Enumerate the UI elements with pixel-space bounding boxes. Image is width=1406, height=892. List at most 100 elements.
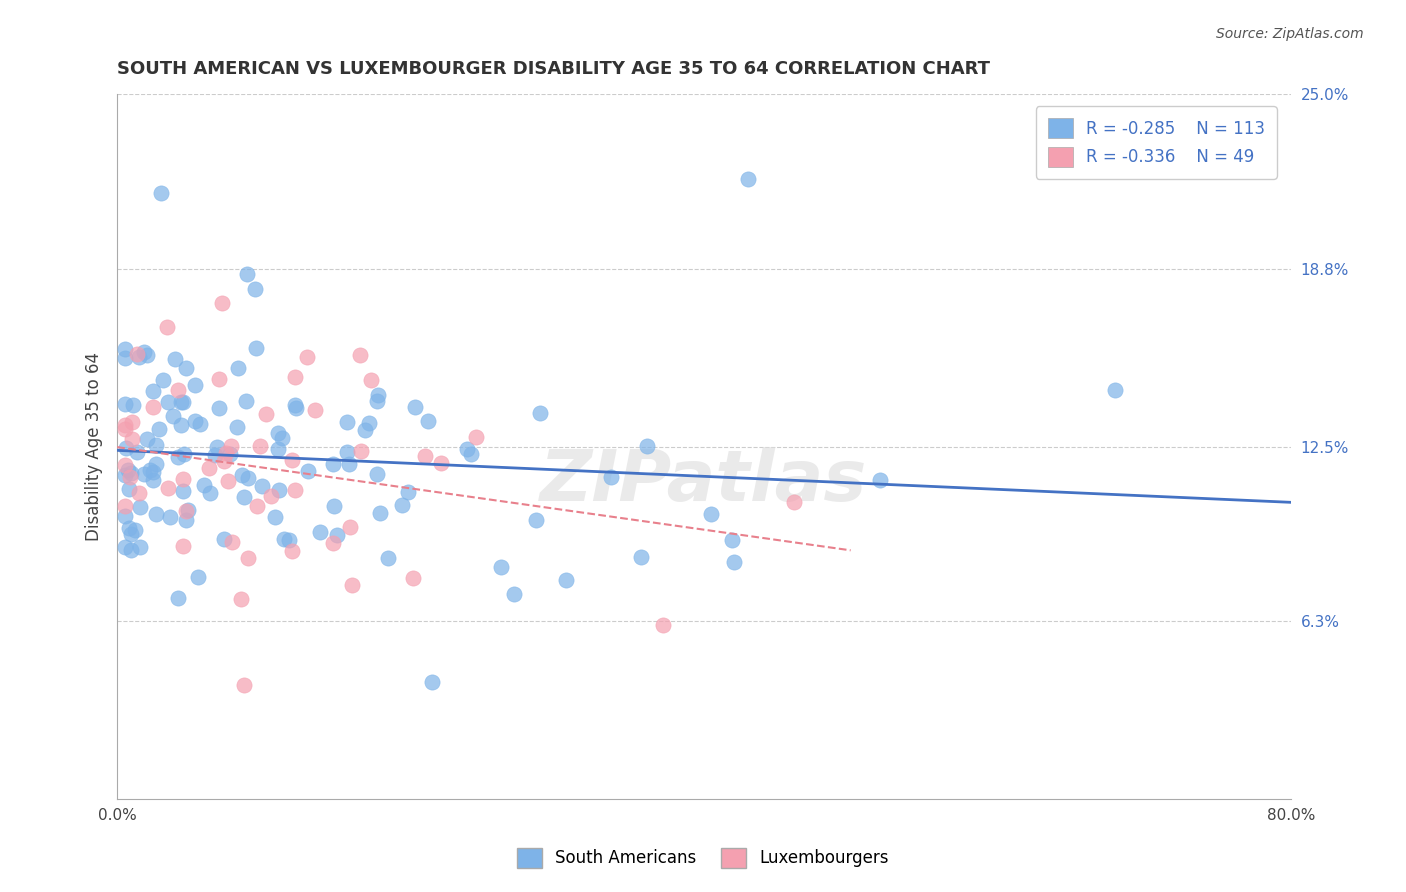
South Americans: [170, 395, 193, 409]
Luxembourgers: [360, 373, 382, 387]
Luxembourgers: [322, 536, 344, 550]
South Americans: [114, 441, 136, 455]
South Americans: [600, 469, 623, 483]
South Americans: [172, 395, 194, 409]
Luxembourgers: [214, 454, 236, 468]
Luxembourgers: [166, 383, 188, 397]
Luxembourgers: [464, 430, 486, 444]
South Americans: [630, 549, 652, 564]
Luxembourgers: [413, 449, 436, 463]
Luxembourgers: [402, 571, 425, 585]
South Americans: [145, 457, 167, 471]
South Americans: [145, 507, 167, 521]
Luxembourgers: [281, 543, 304, 558]
South Americans: [737, 172, 759, 186]
South Americans: [337, 457, 360, 471]
South Americans: [205, 440, 228, 454]
Luxembourgers: [211, 296, 233, 310]
South Americans: [323, 499, 346, 513]
South Americans: [245, 341, 267, 355]
South Americans: [266, 426, 288, 441]
Legend: South Americans, Luxembourgers: South Americans, Luxembourgers: [510, 841, 896, 875]
South Americans: [636, 439, 658, 453]
South Americans: [120, 466, 142, 480]
South Americans: [132, 467, 155, 481]
South Americans: [233, 490, 256, 504]
Luxembourgers: [349, 348, 371, 362]
South Americans: [529, 407, 551, 421]
Luxembourgers: [430, 457, 453, 471]
Luxembourgers: [281, 452, 304, 467]
Luxembourgers: [254, 408, 277, 422]
South Americans: [226, 360, 249, 375]
Luxembourgers: [214, 445, 236, 459]
Luxembourgers: [114, 458, 136, 472]
South Americans: [491, 559, 513, 574]
Luxembourgers: [172, 539, 194, 553]
South Americans: [172, 484, 194, 499]
South Americans: [114, 468, 136, 483]
Text: Source: ZipAtlas.com: Source: ZipAtlas.com: [1216, 27, 1364, 41]
Luxembourgers: [284, 483, 307, 498]
Luxembourgers: [238, 551, 260, 566]
South Americans: [188, 417, 211, 431]
South Americans: [367, 388, 389, 402]
Luxembourgers: [249, 439, 271, 453]
South Americans: [267, 483, 290, 497]
South Americans: [136, 347, 159, 361]
South Americans: [267, 442, 290, 457]
South Americans: [243, 282, 266, 296]
South Americans: [136, 432, 159, 446]
Luxembourgers: [174, 504, 197, 518]
South Americans: [297, 464, 319, 478]
South Americans: [148, 422, 170, 436]
South Americans: [555, 573, 578, 587]
South Americans: [193, 478, 215, 492]
South Americans: [218, 447, 240, 461]
South Americans: [699, 507, 721, 521]
South Americans: [322, 457, 344, 471]
South Americans: [176, 513, 198, 527]
South Americans: [118, 521, 141, 535]
South Americans: [142, 384, 165, 398]
South Americans: [114, 508, 136, 523]
South Americans: [214, 532, 236, 546]
Text: SOUTH AMERICAN VS LUXEMBOURGER DISABILITY AGE 35 TO 64 CORRELATION CHART: SOUTH AMERICAN VS LUXEMBOURGER DISABILIT…: [117, 60, 990, 78]
Luxembourgers: [217, 474, 239, 488]
South Americans: [460, 446, 482, 460]
South Americans: [139, 463, 162, 477]
Luxembourgers: [208, 372, 231, 386]
South Americans: [273, 532, 295, 546]
Luxembourgers: [114, 417, 136, 432]
Luxembourgers: [221, 535, 243, 549]
South Americans: [357, 417, 380, 431]
South Americans: [336, 415, 359, 429]
South Americans: [231, 468, 253, 483]
Luxembourgers: [121, 415, 143, 429]
South Americans: [173, 447, 195, 461]
South Americans: [176, 360, 198, 375]
Y-axis label: Disability Age 35 to 64: Disability Age 35 to 64: [86, 352, 103, 541]
Luxembourgers: [120, 470, 142, 484]
South Americans: [120, 543, 142, 558]
South Americans: [420, 674, 443, 689]
South Americans: [120, 527, 142, 541]
South Americans: [152, 373, 174, 387]
South Americans: [270, 431, 292, 445]
South Americans: [145, 438, 167, 452]
Luxembourgers: [284, 370, 307, 384]
South Americans: [142, 466, 165, 480]
South Americans: [309, 525, 332, 540]
Luxembourgers: [229, 591, 252, 606]
South Americans: [184, 377, 207, 392]
Luxembourgers: [221, 439, 243, 453]
Luxembourgers: [157, 481, 180, 495]
South Americans: [377, 551, 399, 566]
South Americans: [122, 398, 145, 412]
South Americans: [721, 533, 744, 548]
South Americans: [366, 467, 388, 482]
Luxembourgers: [304, 402, 326, 417]
South Americans: [396, 484, 419, 499]
South Americans: [186, 570, 208, 584]
Luxembourgers: [652, 617, 675, 632]
